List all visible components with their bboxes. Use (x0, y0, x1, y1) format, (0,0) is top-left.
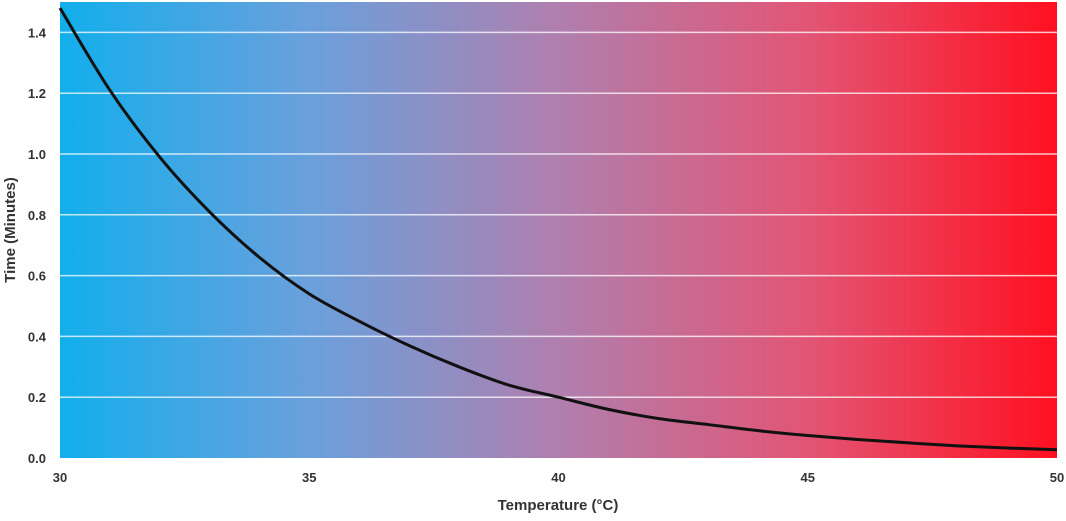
x-tick-label: 40 (551, 470, 565, 485)
y-tick-label: 1.4 (28, 25, 47, 40)
y-axis-label: Time (Minutes) (2, 177, 19, 283)
plot-background (60, 2, 1057, 458)
x-tick-label: 45 (801, 470, 815, 485)
x-tick-label: 50 (1050, 470, 1064, 485)
y-tick-label: 1.0 (28, 147, 46, 162)
x-axis-ticks: 30 35 40 45 50 (53, 470, 1064, 485)
x-axis-label: Temperature (°C) (498, 497, 619, 514)
series-line (58, 7, 1058, 452)
y-tick-label: 0.2 (28, 390, 46, 405)
y-tick-label: 1.2 (28, 86, 46, 101)
y-axis-ticks: 0.0 0.2 0.4 0.6 0.8 1.0 1.2 1.4 (28, 25, 47, 466)
y-tick-label: 0.0 (28, 451, 46, 466)
y-tick-label: 0.4 (28, 329, 47, 344)
gridlines (60, 31, 1057, 398)
y-tick-label: 0.8 (28, 208, 46, 223)
x-tick-label: 30 (53, 470, 67, 485)
x-tick-label: 35 (302, 470, 316, 485)
y-tick-label: 0.6 (28, 269, 46, 284)
